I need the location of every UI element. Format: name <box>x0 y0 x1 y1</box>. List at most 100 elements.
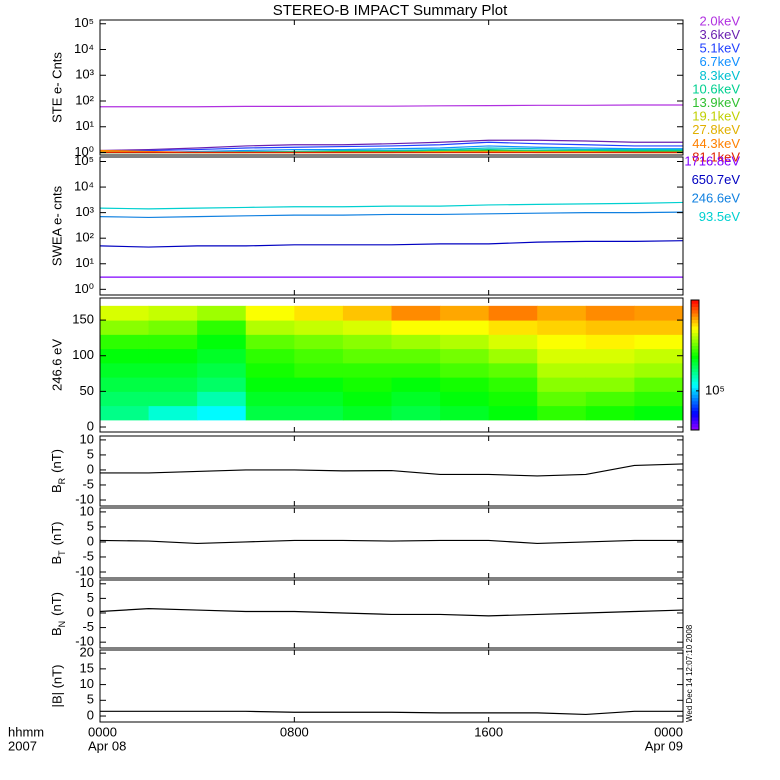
heatmap-cell <box>585 405 635 421</box>
heatmap-cell <box>585 362 635 378</box>
data-line <box>99 240 684 248</box>
heatmap-cell <box>585 320 635 335</box>
colorbar-strip <box>691 365 699 369</box>
label-unit: (nT) <box>49 449 64 473</box>
y-tick-label: 5 <box>87 518 94 533</box>
label-sub: T <box>57 550 67 556</box>
y-tick-label: 10² <box>75 230 94 245</box>
legend-entry: 93.5eV <box>699 209 741 224</box>
data-line <box>100 463 684 477</box>
data-line <box>99 141 683 153</box>
heatmap-cell <box>634 305 684 321</box>
heatmap-cell <box>245 334 295 350</box>
colorbar-strip <box>691 423 699 428</box>
heatmap-cell <box>440 334 490 350</box>
heatmap-cell <box>294 405 344 421</box>
heatmap-cell <box>148 348 198 364</box>
y-tick-label: 50 <box>80 383 94 398</box>
heatmap-cell <box>148 405 198 421</box>
data-line <box>100 104 683 108</box>
panel-frame <box>99 579 684 649</box>
heatmap-cell <box>245 391 295 407</box>
heatmap-cell <box>585 334 635 350</box>
heatmap-cell <box>634 320 684 335</box>
y-axis-label: SWEA e- cnts <box>49 185 64 266</box>
colorbar-strip <box>691 300 699 304</box>
colorbar-strip <box>691 329 699 333</box>
heatmap-cell <box>245 362 295 378</box>
y-tick-label: -5 <box>82 619 94 634</box>
legend-entry: 2.0keV <box>700 13 741 28</box>
heatmap-cell <box>197 320 247 335</box>
panel-frame <box>99 297 684 433</box>
y-tick-label: 0 <box>87 707 94 722</box>
heatmap-cell <box>100 334 150 350</box>
colorbar-strip <box>691 355 699 359</box>
legend-entry: 650.7eV <box>692 172 741 187</box>
heatmap-cell <box>294 334 344 350</box>
heatmap-cell <box>537 320 587 335</box>
heatmap-cell <box>100 320 150 335</box>
x-tick-label: 0000 <box>88 724 117 739</box>
legend-entry: 81.1keV <box>692 149 740 164</box>
colorbar-strip <box>691 348 699 353</box>
label-sub: N <box>57 621 67 628</box>
colorbar-strip <box>691 319 699 324</box>
heatmap-cell <box>440 405 490 421</box>
heatmap-cell <box>634 377 684 392</box>
y-tick-label: 5 <box>87 590 94 605</box>
y-tick-label: 20 <box>80 645 94 660</box>
legend-entry: 3.6keV <box>700 27 741 42</box>
data-line <box>99 139 683 152</box>
heatmap-cell <box>294 362 344 378</box>
label-sub: R <box>57 477 67 484</box>
colorbar-strip <box>691 407 699 411</box>
colorbar-strip <box>691 306 699 311</box>
heatmap-cell <box>148 334 198 350</box>
data-line <box>100 145 683 154</box>
heatmap-cell <box>148 305 198 321</box>
heatmap-cell <box>342 334 392 350</box>
y-tick-label: 0 <box>87 533 94 548</box>
heatmap-cell <box>342 377 392 392</box>
y-tick-label: 10⁵ <box>74 15 94 30</box>
y-axis-label: |B| (nT) <box>49 665 64 708</box>
colorbar-strip <box>691 361 699 366</box>
colorbar-strip <box>691 374 699 379</box>
colorbar-strip <box>691 394 699 398</box>
y-axis-label: BR (nT) <box>49 449 67 493</box>
heatmap-cell <box>391 405 441 421</box>
heatmap-cell <box>488 305 538 321</box>
heatmap-cell <box>342 320 392 335</box>
heatmap-cell <box>585 348 635 364</box>
legend-entry: 8.3keV <box>700 68 741 83</box>
colorbar-strip <box>691 313 699 317</box>
heatmap-cell <box>197 362 247 378</box>
heatmap-cell <box>294 320 344 335</box>
y-tick-label: -5 <box>82 548 94 563</box>
heatmap-cell <box>440 377 490 392</box>
heatmap-cell <box>245 348 295 364</box>
colorbar-strip <box>691 391 699 395</box>
y-tick-label: -10 <box>75 491 94 506</box>
heatmap-cell <box>537 405 587 421</box>
colorbar-strip <box>691 404 699 408</box>
colorbar-strip <box>691 326 699 330</box>
legend-entry: 5.1keV <box>700 41 741 56</box>
heatmap-cell <box>391 348 441 364</box>
y-tick-label: 5 <box>87 692 94 707</box>
legend-entry: 246.6eV <box>692 190 741 205</box>
heatmap-cell <box>391 320 441 335</box>
colorbar-strip <box>691 371 699 376</box>
heatmap-cell <box>100 391 150 407</box>
heatmap-cell <box>294 348 344 364</box>
y-tick-label: 10 <box>80 676 94 691</box>
colorbar-strip <box>691 335 699 340</box>
y-tick-label: 100 <box>72 347 94 362</box>
y-tick-label: 10 <box>80 503 94 518</box>
y-tick-label: -10 <box>75 634 94 649</box>
colorbar-strip <box>691 400 699 405</box>
x-tick-label: 1600 <box>474 724 503 739</box>
legend-entry: 13.9keV <box>692 95 740 110</box>
heatmap-cell <box>585 305 635 321</box>
